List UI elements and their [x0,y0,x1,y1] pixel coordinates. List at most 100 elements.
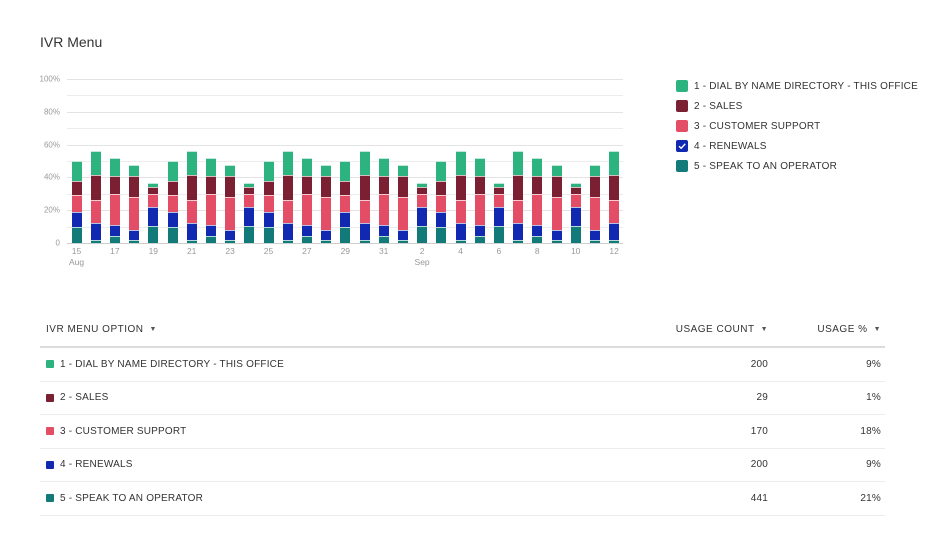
bar-segment [609,200,620,224]
bar-segment [301,175,312,194]
legend-swatch-icon[interactable] [676,80,688,92]
bar-segment [225,197,236,230]
chart-bar[interactable] [148,183,159,243]
bar-segment [570,187,581,194]
bar-segment [225,175,236,198]
chart-bar[interactable] [167,161,178,243]
legend-swatch-icon[interactable] [676,120,688,132]
x-axis-line [67,243,623,244]
chart-bar[interactable] [282,151,293,243]
option-label: 1 - DIAL BY NAME DIRECTORY - THIS OFFICE [60,358,284,370]
bar-segment [417,225,428,243]
chart-bar[interactable] [378,157,389,243]
page-title: IVR Menu [40,34,103,50]
chart-bar[interactable] [321,165,332,243]
bar-segment [71,195,82,212]
legend-item-5[interactable]: 5 - SPEAK TO AN OPERATOR [676,156,918,176]
chart-bar[interactable] [129,165,140,243]
bar-segment [570,183,581,188]
usage-pct-cell: 9% [866,459,881,471]
legend-label: 3 - CUSTOMER SUPPORT [694,120,821,132]
bar-segment [417,183,428,188]
bar-segment [71,180,82,196]
stacked-bar-chart: 0 20% 40% 60% 80% 100% 15 Aug 17 19 21 23 25 27 29 31 2 S… [30,70,630,280]
legend-swatch-icon[interactable] [676,100,688,112]
legend-label: 1 - DIAL BY NAME DIRECTORY - THIS OFFICE [694,80,918,92]
chart-bar[interactable] [301,157,312,243]
chart-bar[interactable] [589,165,600,243]
chart-bar[interactable] [551,165,562,243]
legend-item-4[interactable]: 4 - RENEWALS [676,136,918,156]
bar-segment [225,165,236,176]
chart-bar[interactable] [609,151,620,243]
y-tick-label: 40% [43,172,60,182]
chart-bar[interactable] [263,161,274,243]
option-cell: 4 - RENEWALS [40,459,600,470]
bar-segment [186,151,197,175]
checkbox-checked-icon[interactable] [676,140,688,152]
sort-caret-icon: ▼ [873,325,881,333]
option-label: 5 - SPEAK TO AN OPERATOR [60,492,203,504]
chart-bar[interactable] [109,157,120,243]
chart-bar[interactable] [532,157,543,243]
color-swatch-icon [46,494,54,503]
bar-segment [282,223,293,240]
bar-segment [244,193,255,207]
chart-bar[interactable] [90,151,101,243]
chart-bar[interactable] [570,183,581,243]
chart-bar[interactable] [397,165,408,243]
sort-ivr-menu-option[interactable]: IVR MENU OPTION ▼ [40,324,600,335]
usage-count-cell: 200 [750,459,768,471]
chart-bar[interactable] [205,157,216,243]
bar-segment [493,206,504,226]
bar-segment [148,187,159,194]
bar-segment [532,175,543,194]
y-tick-label: 100% [39,74,60,84]
chart-bar[interactable] [513,151,524,243]
bar-segment [570,206,581,226]
chart-bar[interactable] [186,151,197,243]
bar-segment [186,174,197,201]
bar-segment [282,174,293,201]
bar-segment [321,175,332,198]
bar-segment [205,175,216,194]
table-row: 3 - CUSTOMER SUPPORT 170 18% [40,415,885,449]
legend-label: 2 - SALES [694,100,743,112]
x-tick-label: 25 [263,246,274,256]
x-tick-label: 8 [534,246,540,256]
legend-item-3[interactable]: 3 - CUSTOMER SUPPORT [676,116,918,136]
bar-segment [109,224,120,237]
bar-segment [513,239,524,243]
chart-bar[interactable] [417,183,428,243]
bar-segment [455,151,466,175]
bar-segment [493,183,504,188]
color-swatch-icon [46,360,54,369]
chart-bar[interactable] [71,161,82,243]
x-tick-label: 12 [609,246,619,256]
legend-swatch-icon[interactable] [676,160,688,172]
bar-segment [532,193,543,225]
chart-bar[interactable] [225,165,236,243]
bar-segment [340,161,351,181]
sort-usage-pct[interactable]: USAGE % ▼ [770,324,885,335]
chart-bar[interactable] [474,157,485,243]
chart-bar[interactable] [436,161,447,243]
bar-segment [71,211,82,227]
bar-segment [340,195,351,212]
chart-bar[interactable] [455,151,466,243]
bar-segment [397,175,408,198]
chart-bar[interactable] [244,183,255,243]
chart-bar[interactable] [493,183,504,243]
bar-segment [397,229,408,240]
bar-segment [513,174,524,201]
sort-usage-count[interactable]: USAGE COUNT ▼ [600,324,770,335]
chart-bar[interactable] [359,151,370,243]
bar-segment [532,157,543,176]
legend-item-2[interactable]: 2 - SALES [676,96,918,116]
table-row: 1 - DIAL BY NAME DIRECTORY - THIS OFFICE… [40,348,885,382]
bar-segment [282,151,293,175]
bar-segment [436,161,447,181]
chart-bar[interactable] [340,161,351,243]
bar-segment [589,165,600,176]
legend-item-1[interactable]: 1 - DIAL BY NAME DIRECTORY - THIS OFFICE [676,76,918,96]
